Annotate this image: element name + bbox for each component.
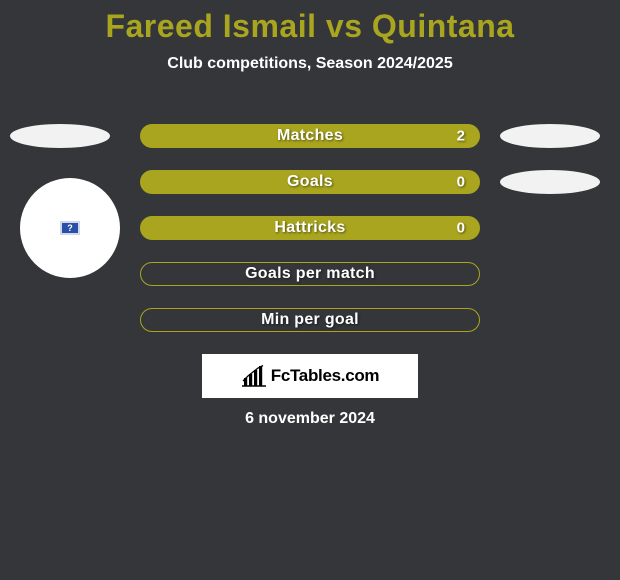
stat-row: Goals per match (0, 251, 620, 297)
stats-list: Matches 2 Goals 0 Hattricks 0 Goals per match M… (0, 113, 620, 343)
stat-value: 0 (457, 174, 465, 191)
page-title: Fareed Ismail vs Quintana (0, 0, 620, 45)
brand-chart-icon (241, 365, 267, 387)
brand-text: FcTables.com (271, 366, 380, 386)
stat-pill-left (10, 124, 110, 148)
brand-badge: FcTables.com (202, 354, 418, 398)
stat-label: Goals (287, 173, 333, 191)
stat-pill-right (500, 170, 600, 194)
stat-row: Goals 0 (0, 159, 620, 205)
stat-bar: Min per goal (140, 308, 480, 332)
stat-row: Min per goal (0, 297, 620, 343)
stat-bar: Matches 2 (140, 124, 480, 148)
stat-label: Goals per match (245, 265, 375, 283)
stat-label: Matches (277, 127, 343, 145)
stat-label: Min per goal (261, 311, 359, 329)
stat-value: 2 (457, 128, 465, 145)
stat-bar: Goals 0 (140, 170, 480, 194)
stat-label: Hattricks (274, 219, 345, 237)
generated-date: 6 november 2024 (0, 410, 620, 428)
stat-bar: Goals per match (140, 262, 480, 286)
stat-bar: Hattricks 0 (140, 216, 480, 240)
page-subtitle: Club competitions, Season 2024/2025 (0, 55, 620, 73)
stat-row: Matches 2 (0, 113, 620, 159)
stat-row: Hattricks 0 (0, 205, 620, 251)
stat-pill-right (500, 124, 600, 148)
stat-value: 0 (457, 220, 465, 237)
